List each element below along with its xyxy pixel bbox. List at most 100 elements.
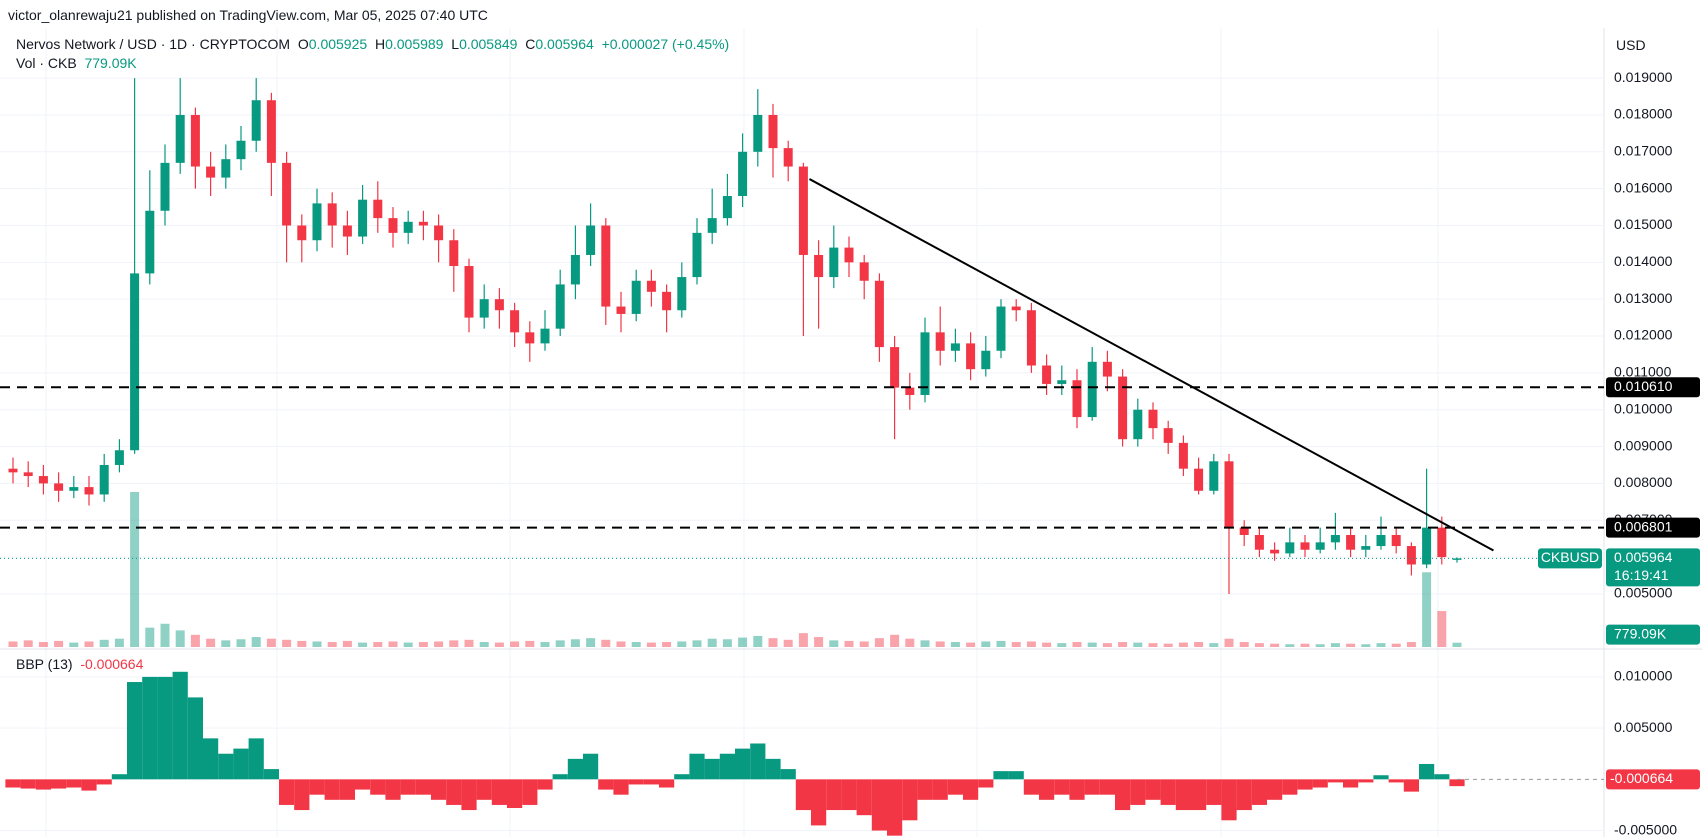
y-tick-label: 0.005000 xyxy=(1614,719,1673,735)
volume-bar xyxy=(297,640,307,647)
volume-legend: Vol · CKB 779.09K xyxy=(16,55,137,71)
bbp-bar xyxy=(1388,779,1404,783)
volume-bar xyxy=(1376,643,1386,647)
volume-bar xyxy=(859,641,869,647)
candle-body xyxy=(297,225,307,241)
volume-bar xyxy=(373,642,383,647)
volume-bar xyxy=(23,640,33,647)
bbp-bar xyxy=(203,738,219,780)
volume-bar xyxy=(510,641,520,647)
candle-body xyxy=(358,199,368,237)
candle-body xyxy=(540,328,550,344)
o-value: 0.005925 xyxy=(308,36,368,52)
candle-body xyxy=(920,332,930,395)
candle-body xyxy=(1361,546,1371,550)
candle-body xyxy=(1300,542,1310,550)
o-label: O xyxy=(297,36,309,52)
bbp-bar xyxy=(765,758,781,780)
bbp-bar xyxy=(750,743,766,780)
volume-bar xyxy=(1406,642,1416,647)
volume-bar xyxy=(38,642,48,647)
volume-bar xyxy=(1194,642,1204,647)
candle-body xyxy=(814,254,824,278)
y-tick-label: 0.017000 xyxy=(1614,143,1673,159)
bbp-bar xyxy=(567,758,583,780)
volume-bar xyxy=(464,639,474,647)
bbp-bar xyxy=(1312,779,1328,788)
bbp-bar xyxy=(461,779,477,811)
volume-bar xyxy=(1057,643,1067,647)
y-tick-label: 0.009000 xyxy=(1614,437,1673,453)
volume-bar xyxy=(160,623,170,647)
volume-bar xyxy=(662,642,672,647)
candle-body xyxy=(662,291,672,311)
candle-body xyxy=(616,306,626,314)
candle-body xyxy=(494,299,504,311)
bbp-bar xyxy=(1206,779,1222,805)
price-label: 0.005964 xyxy=(1614,549,1673,565)
bbp-bar xyxy=(963,779,979,800)
candle-body xyxy=(1011,306,1021,311)
bbp-bar xyxy=(81,779,97,791)
volume-bar xyxy=(935,641,945,647)
bbp-bar xyxy=(1403,779,1419,792)
bbp-bar xyxy=(1251,779,1267,805)
candle-body xyxy=(1026,310,1036,366)
candle-body xyxy=(1042,365,1052,384)
candle-body xyxy=(1102,361,1112,377)
bbp-bar xyxy=(20,779,36,789)
candle-body xyxy=(829,247,839,278)
y-tick-label: 0.008000 xyxy=(1614,474,1673,490)
candle-body xyxy=(1178,442,1188,469)
level-tag xyxy=(1606,517,1700,538)
bbp-bar xyxy=(111,774,127,780)
candle-body xyxy=(677,277,687,311)
volume-bar xyxy=(236,639,246,647)
bbp-bar xyxy=(1358,779,1374,783)
volume-bar xyxy=(920,640,930,647)
candle-body xyxy=(1118,376,1128,440)
volume-bar xyxy=(342,640,352,647)
volume-bar xyxy=(905,638,915,647)
candle-body xyxy=(981,350,991,370)
bbp-bar xyxy=(187,697,203,780)
volume-bar xyxy=(646,642,656,647)
candle-body xyxy=(282,162,292,226)
volume-bar xyxy=(890,634,900,647)
volume-bar xyxy=(403,642,413,647)
volume-bar xyxy=(1437,611,1447,647)
volume-bar xyxy=(358,642,368,647)
bbp-bar xyxy=(1175,779,1191,811)
volume-bar xyxy=(145,627,155,647)
bbp-label: -0.000664 xyxy=(1610,770,1673,786)
bbp-bar xyxy=(1419,763,1435,780)
candle-body xyxy=(950,343,960,351)
candle-body xyxy=(722,196,732,219)
bbp-bar xyxy=(659,779,675,788)
volume-bar xyxy=(1254,643,1264,647)
candle-body xyxy=(1087,361,1097,418)
bbp-bar xyxy=(993,771,1009,780)
bbp-bar xyxy=(826,779,842,811)
volume-bar xyxy=(99,639,109,647)
y-tick-label: 0.010000 xyxy=(1614,668,1673,684)
y-tick-label: 0.012000 xyxy=(1614,327,1673,343)
bbp-bar xyxy=(613,779,629,795)
candle-body xyxy=(1239,527,1249,535)
bbp-bar xyxy=(446,779,462,805)
bbp-bar xyxy=(507,779,523,809)
volume-bar xyxy=(1102,643,1112,647)
volume-bar xyxy=(844,640,854,647)
level-label: 0.010610 xyxy=(1614,378,1673,394)
bbp-bar xyxy=(917,779,933,800)
candle-body xyxy=(1422,527,1432,565)
bbp-bar xyxy=(233,748,249,780)
candle-body xyxy=(206,166,216,178)
candle-body xyxy=(251,100,261,141)
candle-body xyxy=(479,299,489,318)
volume-bar xyxy=(130,492,140,647)
volume-bar xyxy=(1391,643,1401,647)
level-label: 0.006801 xyxy=(1614,518,1673,534)
